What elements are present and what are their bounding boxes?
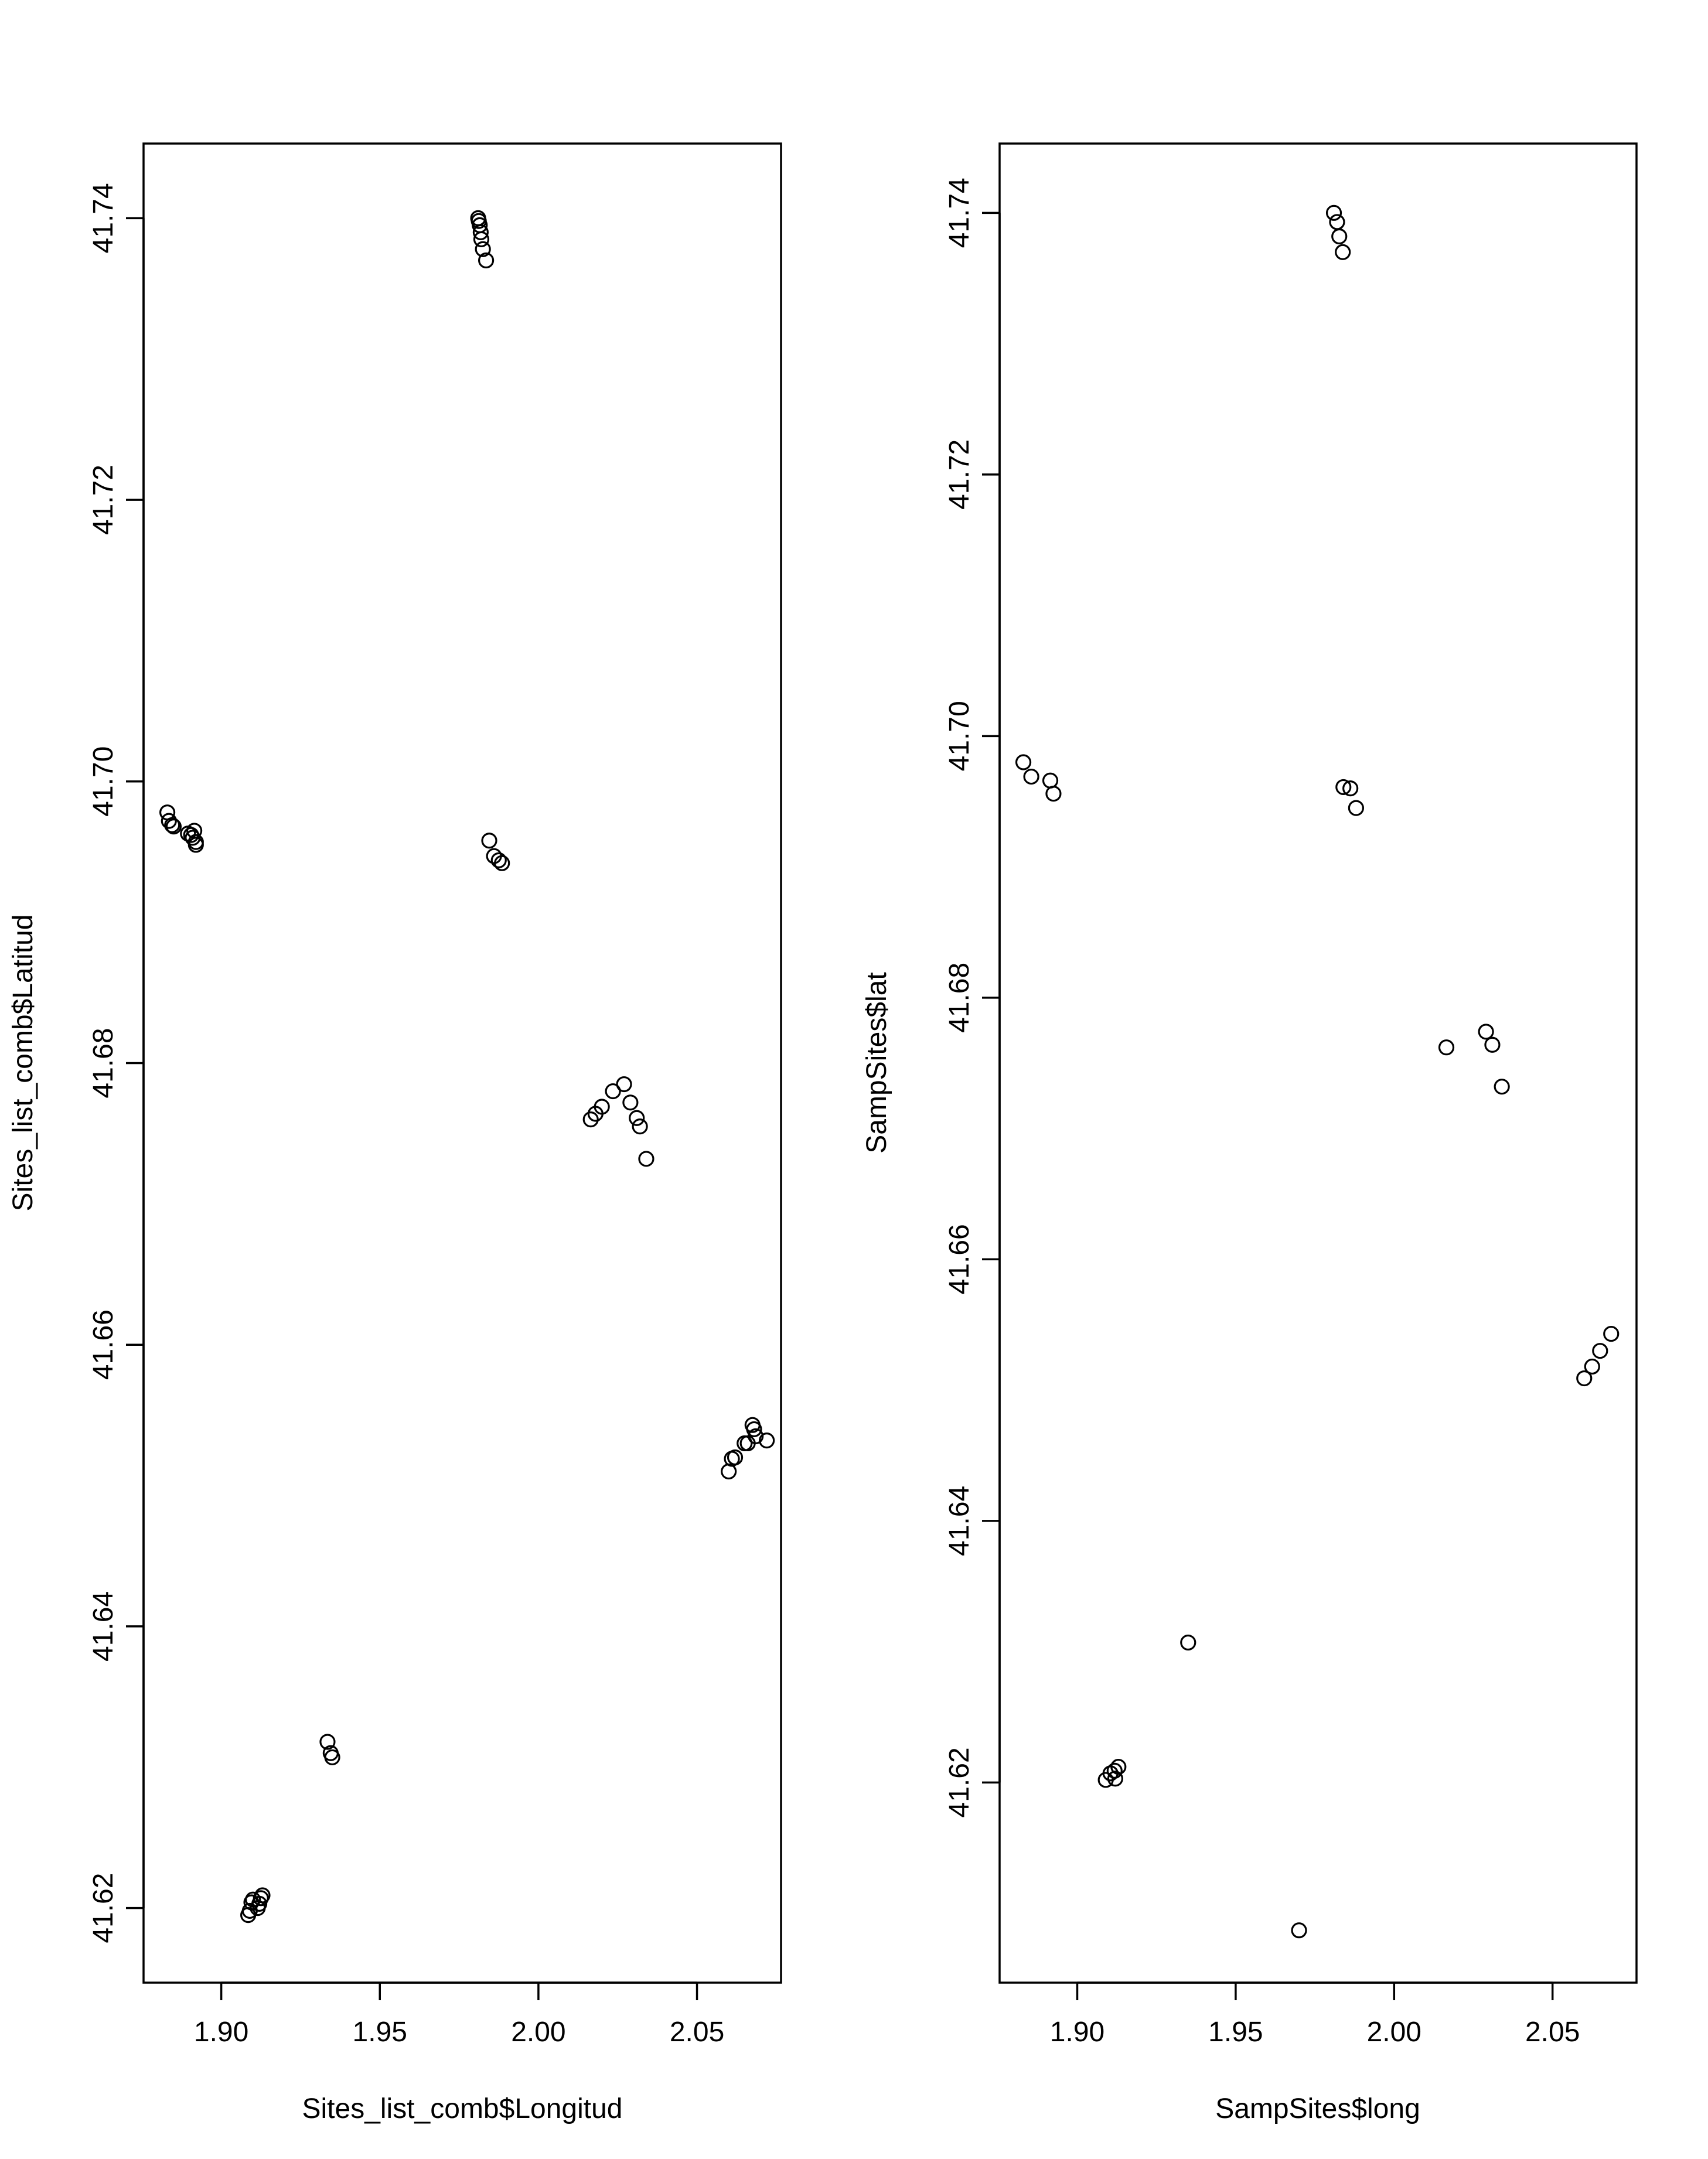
right-data-point: [1335, 244, 1351, 260]
right-data-point: [1331, 228, 1348, 245]
left-data-point: [759, 1432, 775, 1449]
right-data-point: [1484, 1036, 1501, 1053]
left-data-point: [746, 1421, 762, 1438]
left-data-point: [185, 830, 201, 846]
left-y-tick-label: 41.62: [88, 1873, 119, 1943]
right-data-point: [1576, 1370, 1593, 1387]
right-x-axis: 1.90 1.95 2.00 2.05: [1050, 1981, 1580, 2048]
left-data-point: [616, 1076, 632, 1093]
right-x-tick-label: 2.05: [1525, 2017, 1580, 2048]
left-y-tick-label: 41.68: [88, 1028, 119, 1098]
left-data-point: [324, 1749, 340, 1766]
left-data-point: [475, 241, 491, 257]
left-x-tick-label: 2.00: [511, 2017, 565, 2048]
right-data-point: [1603, 1326, 1620, 1342]
right-data-point: [1478, 1024, 1494, 1040]
right-data-point: [1045, 785, 1062, 802]
left-points: [159, 210, 775, 1923]
right-data-point: [1342, 780, 1359, 797]
left-y-axis-label: Sites_list_comb$Latitud: [8, 915, 39, 1212]
right-data-point: [1106, 1762, 1123, 1779]
right-data-point: [1592, 1343, 1608, 1359]
left-data-point: [473, 231, 490, 248]
right-points: [1015, 204, 1620, 1939]
left-data-point: [632, 1118, 648, 1135]
right-data-point: [1015, 754, 1032, 770]
left-plot-frame: [142, 142, 782, 1984]
right-data-point: [1335, 779, 1352, 796]
left-data-point: [582, 1111, 599, 1128]
left-scatter-panel: 1.90 1.95 2.00 2.05 41.6241.6441.6641.6841.…: [8, 142, 782, 2124]
right-data-point: [1325, 204, 1342, 221]
left-data-point: [254, 1887, 271, 1904]
right-y-tick-label: 41.68: [944, 963, 975, 1033]
right-y-axis-label: SampSites$lat: [861, 972, 892, 1154]
left-y-tick-label: 41.64: [88, 1591, 119, 1662]
left-x-tick-label: 1.95: [353, 2017, 407, 2048]
left-data-point: [605, 1083, 621, 1100]
left-data-point: [481, 833, 497, 849]
left-data-point: [748, 1428, 764, 1445]
left-data-point: [187, 837, 204, 853]
left-data-point: [494, 855, 510, 871]
right-x-tick-label: 1.90: [1050, 2017, 1104, 2048]
right-data-point: [1494, 1079, 1510, 1095]
left-x-tick-label: 1.90: [194, 2017, 248, 2048]
right-data-point: [1348, 800, 1364, 816]
left-y-tick-label: 41.72: [88, 465, 119, 535]
right-y-tick-label: 41.62: [944, 1747, 975, 1817]
right-y-tick-label: 41.66: [944, 1224, 975, 1294]
left-data-point: [638, 1151, 654, 1167]
right-data-point: [1107, 1771, 1123, 1787]
left-data-point: [622, 1094, 639, 1111]
left-x-axis-label: Sites_list_comb$Longitud: [302, 2093, 622, 2124]
left-y-tick-label: 41.74: [88, 183, 119, 253]
left-data-point: [478, 252, 495, 269]
right-y-axis: 41.62 41.64 41.66 41.68 41.70 41.72 41.74: [944, 178, 1001, 1817]
right-data-point: [1180, 1634, 1196, 1651]
left-y-axis: 41.62 41.64 41.66 41.68 41.70 41.72 41.74: [88, 183, 145, 1943]
right-x-tick-label: 2.00: [1367, 2017, 1421, 2048]
right-data-point: [1291, 1922, 1307, 1939]
left-y-tick-label: 41.66: [88, 1309, 119, 1380]
left-data-point: [472, 224, 489, 241]
left-x-tick-label: 2.05: [670, 2017, 724, 2048]
right-plot-frame: [998, 142, 1638, 1984]
right-scatter-panel: 1.90 1.95 2.00 2.05 41.6241.6441.6641.6841.…: [861, 142, 1638, 2124]
left-data-point: [727, 1449, 744, 1466]
right-y-tick-label: 41.70: [944, 701, 975, 771]
right-x-axis-label: SampSites$long: [1215, 2093, 1420, 2124]
left-data-point: [629, 1110, 645, 1126]
left-data-point: [165, 818, 182, 835]
left-data-point: [490, 852, 507, 868]
left-y-tick-label: 41.70: [88, 746, 119, 817]
left-data-point: [594, 1099, 610, 1115]
left-data-point: [319, 1734, 336, 1750]
right-y-tick-label: 41.64: [944, 1486, 975, 1556]
right-data-point: [1438, 1039, 1455, 1056]
right-y-tick-label: 41.74: [944, 178, 975, 248]
right-x-tick-label: 1.95: [1208, 2017, 1263, 2048]
right-y-tick-label: 41.72: [944, 439, 975, 510]
left-x-axis: 1.90 1.95 2.00 2.05: [194, 1981, 724, 2048]
left-data-point: [164, 817, 180, 833]
right-data-point: [1023, 768, 1039, 785]
left-data-point: [161, 813, 177, 829]
right-data-point: [1329, 214, 1345, 230]
right-data-point: [1042, 772, 1059, 789]
right-data-point: [1584, 1358, 1600, 1375]
right-data-point: [1110, 1759, 1127, 1775]
